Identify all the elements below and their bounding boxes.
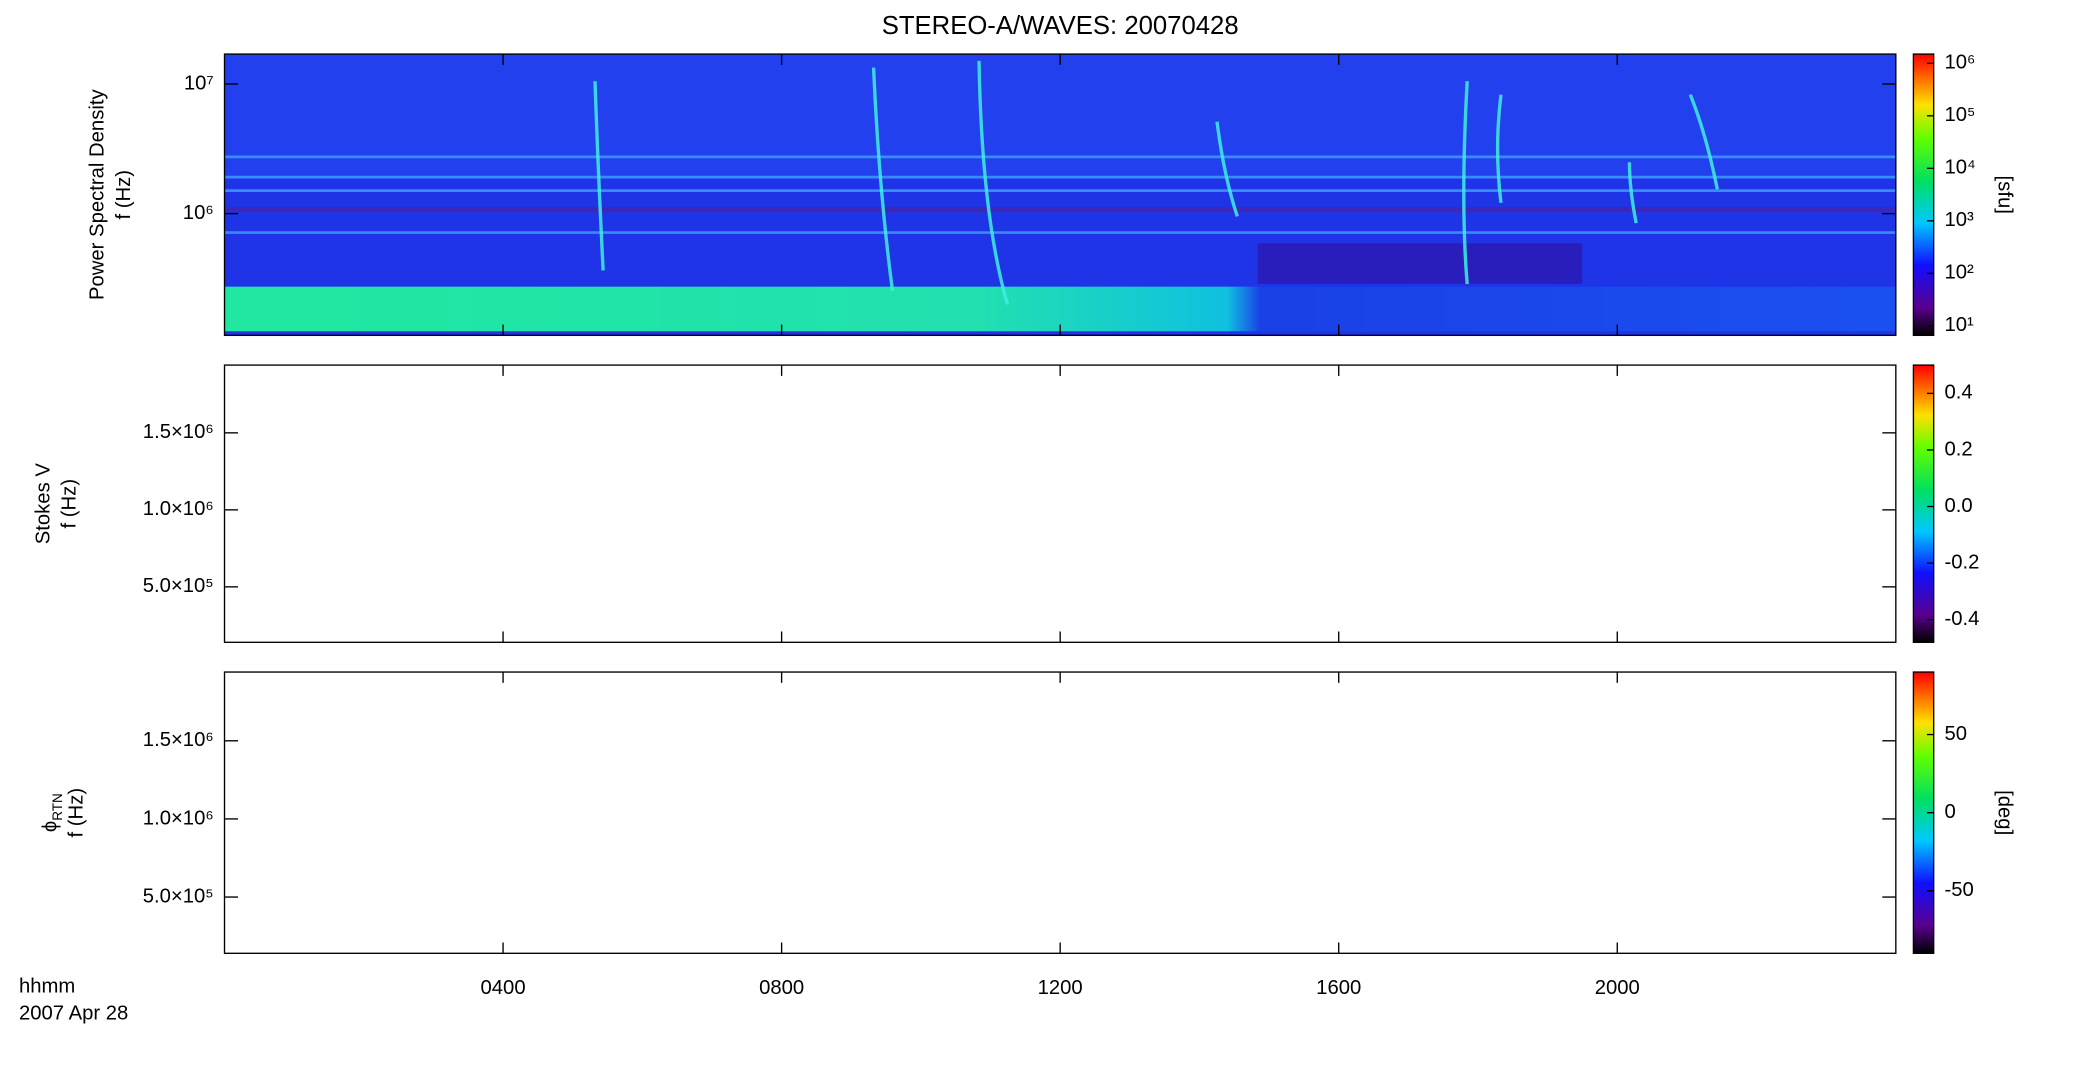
spectrogram	[224, 54, 1896, 336]
x-axis-date: 2007 Apr 28	[19, 1003, 128, 1025]
y-axis-label: f (Hz)	[65, 788, 87, 838]
colorbar-label: [sfu]	[1994, 176, 2016, 214]
colorbar	[1912, 53, 1935, 337]
y-tick-label: 1.5×10⁶	[143, 729, 214, 751]
plot-frame	[223, 671, 1897, 954]
colorbar-label: [deg]	[1994, 790, 2016, 835]
colorbar-tick-label: -50	[1945, 879, 1974, 901]
colorbar-tick-label: -0.2	[1945, 551, 1980, 573]
x-tick-label: 1200	[1038, 977, 1083, 999]
y-tick-label: 10⁷	[184, 72, 214, 94]
colorbar-tick-label: 0.2	[1945, 438, 1973, 460]
y-axis-label: f (Hz)	[59, 479, 81, 529]
colorbar-tick-label: 0	[1945, 801, 1956, 823]
y-axis-label-text: Stokes V	[33, 463, 55, 545]
colorbar-tick-label: 10⁶	[1945, 52, 1976, 74]
y-tick-label: 1.5×10⁶	[143, 421, 214, 443]
colorbar	[1912, 364, 1935, 643]
y-axis-label: f (Hz)	[113, 170, 135, 220]
x-tick-label: 1600	[1316, 977, 1361, 999]
x-tick-label: 0800	[759, 977, 804, 999]
colorbar-tick-label: 0.0	[1945, 495, 1973, 517]
y-axis-label-text: ϕ	[40, 821, 62, 832]
y-tick-label: 5.0×10⁵	[143, 885, 214, 907]
y-tick-label: 1.0×10⁶	[143, 498, 214, 520]
y-axis-label: ϕRTN	[40, 793, 65, 832]
colorbar-tick-label: 0.4	[1945, 382, 1973, 404]
y-axis-label-text: Power Spectral Density	[87, 89, 109, 300]
plot-frame	[223, 364, 1897, 643]
colorbar-tick-label: 10²	[1945, 262, 1975, 284]
y-axis-label: Power Spectral Density	[87, 89, 109, 300]
colorbar-tick-label: -0.4	[1945, 608, 1980, 630]
chart-title: STEREO-A/WAVES: 20070428	[882, 12, 1239, 40]
y-tick-label: 10⁶	[183, 202, 214, 224]
colorbar-tick-label: 50	[1945, 723, 1968, 745]
x-axis-label: hhmm	[19, 975, 75, 997]
colorbar-tick-label: 10⁴	[1945, 157, 1976, 179]
y-axis-label-sub: RTN	[50, 793, 65, 821]
colorbar-tick-label: 10⁵	[1945, 104, 1976, 126]
colorbar-tick-label: 10³	[1945, 209, 1975, 231]
colorbar-tick-label: 10¹	[1945, 314, 1975, 336]
x-tick-label: 0400	[481, 977, 526, 999]
y-axis-label: Stokes V	[33, 463, 55, 545]
y-tick-label: 5.0×10⁵	[143, 575, 214, 597]
y-tick-label: 1.0×10⁶	[143, 807, 214, 829]
x-tick-label: 2000	[1595, 977, 1640, 999]
